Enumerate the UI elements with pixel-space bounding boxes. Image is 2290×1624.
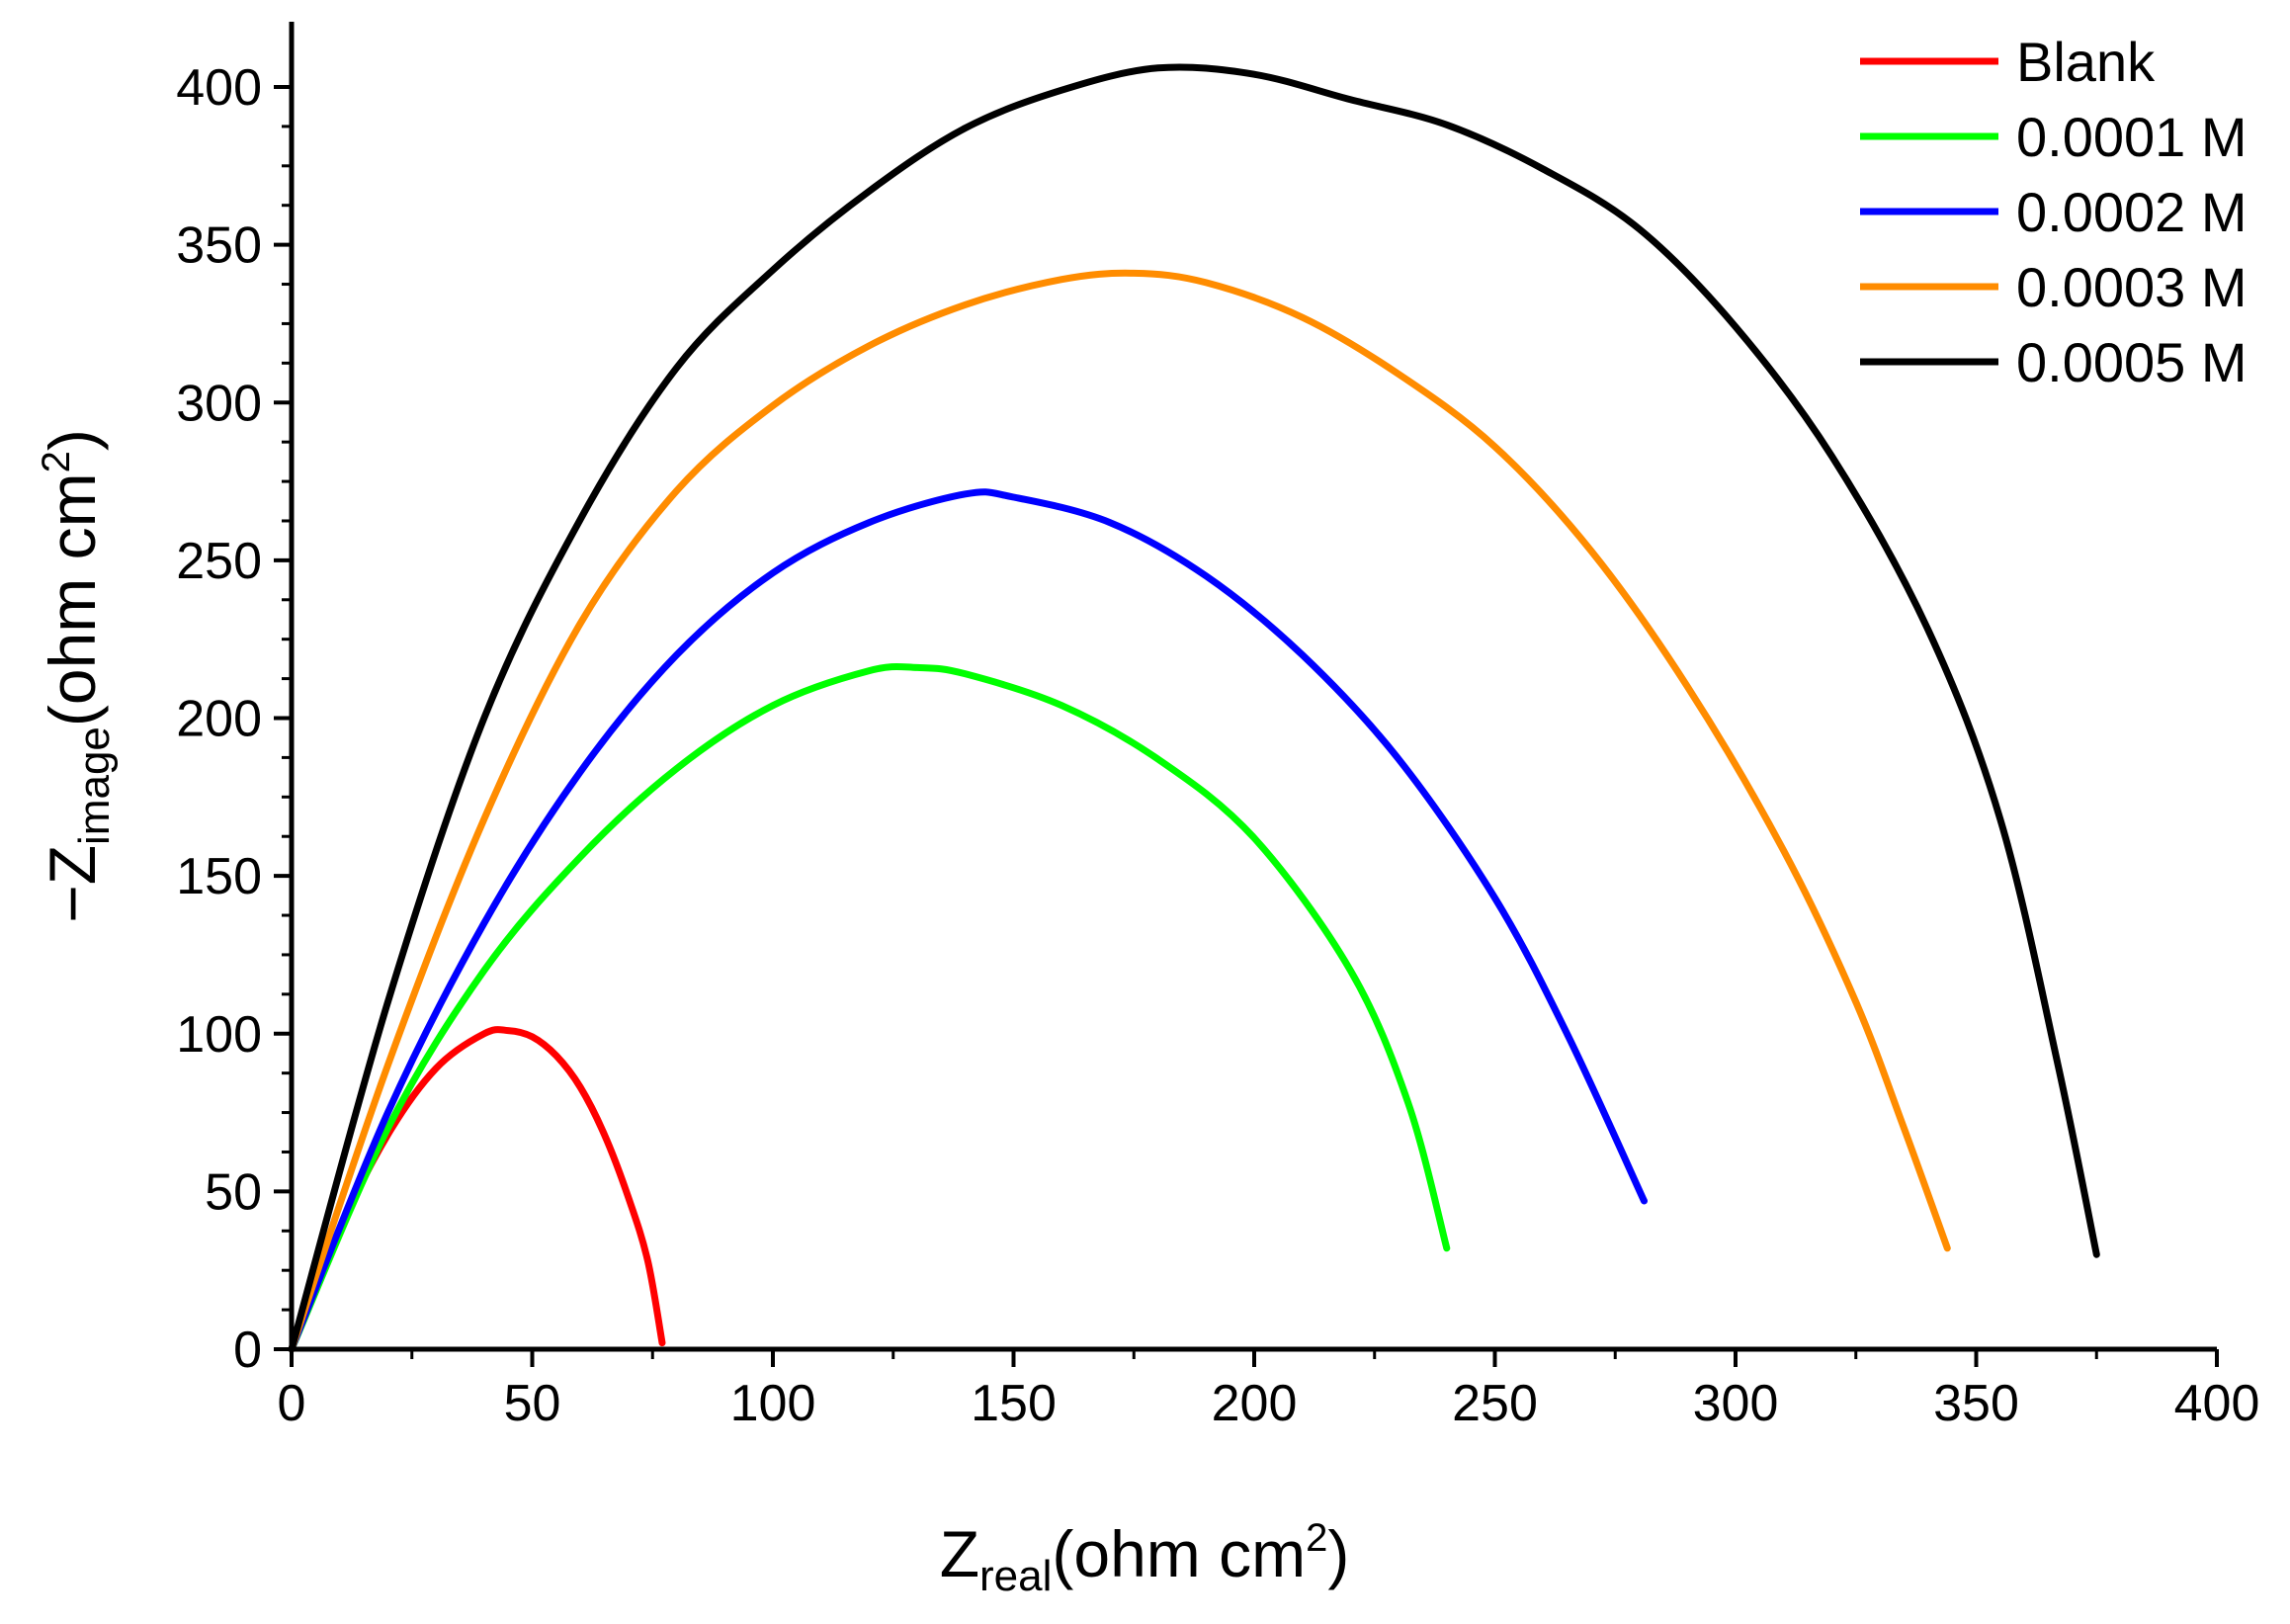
- x-axis-title-sub: real: [979, 1552, 1052, 1600]
- y-axis-title-main: −Z: [36, 845, 109, 923]
- series-line-3: [288, 269, 1951, 1353]
- x-tick-label: 50: [504, 1375, 561, 1432]
- legend-label-3: 0.0003 M: [2016, 256, 2248, 318]
- y-axis-title-sup: 2: [35, 451, 78, 472]
- tick-marks: [274, 85, 2219, 1367]
- y-tick-labels: 0 50 100 150 200 250 300 350 400: [176, 59, 262, 1379]
- series-line-1: [288, 662, 1451, 1353]
- series-line-4: [288, 63, 2100, 1353]
- series-line-2: [288, 488, 1648, 1353]
- y-axis-title: −Zimage(ohm cm2): [35, 429, 119, 923]
- y-tick-label: 350: [176, 217, 262, 275]
- x-tick-label: 400: [2174, 1375, 2260, 1432]
- x-axis-title: Zreal(ohm cm2): [940, 1516, 1350, 1600]
- legend: Blank 0.0001 M 0.0002 M 0.0003 M 0.0005 M: [1860, 31, 2248, 393]
- x-tick-label: 100: [730, 1375, 816, 1432]
- x-tick-label: 150: [971, 1375, 1057, 1432]
- x-tick-label: 200: [1212, 1375, 1298, 1432]
- y-axis-title-sub: image: [70, 727, 119, 845]
- legend-label-0: Blank: [2016, 31, 2156, 93]
- y-tick-label: 200: [176, 691, 262, 748]
- y-tick-label: 100: [176, 1006, 262, 1064]
- y-axis-title-unit: (ohm cm: [36, 472, 109, 727]
- axes: [289, 22, 2217, 1352]
- y-tick-label: 250: [176, 533, 262, 590]
- y-tick-label: 50: [205, 1163, 262, 1221]
- x-tick-labels: 0 50 100 150 200 250 300 350 400: [278, 1375, 2260, 1432]
- x-axis-title-sup: 2: [1306, 1516, 1327, 1560]
- legend-label-4: 0.0005 M: [2016, 331, 2248, 393]
- x-tick-label: 0: [278, 1375, 306, 1432]
- x-axis-title-unit: (ohm cm: [1052, 1517, 1306, 1590]
- legend-label-2: 0.0002 M: [2016, 181, 2248, 243]
- y-tick-label: 400: [176, 59, 262, 117]
- x-tick-label: 250: [1452, 1375, 1538, 1432]
- y-axis-title-close: ): [36, 429, 109, 451]
- plot-area: [288, 63, 2100, 1353]
- legend-label-1: 0.0001 M: [2016, 106, 2248, 168]
- x-tick-label: 300: [1693, 1375, 1779, 1432]
- x-axis-title-main: Z: [940, 1517, 979, 1590]
- y-tick-label: 300: [176, 375, 262, 432]
- y-tick-label: 0: [233, 1322, 262, 1379]
- y-tick-label: 150: [176, 848, 262, 905]
- x-axis-title-close: ): [1327, 1517, 1349, 1590]
- x-tick-label: 350: [1933, 1375, 2019, 1432]
